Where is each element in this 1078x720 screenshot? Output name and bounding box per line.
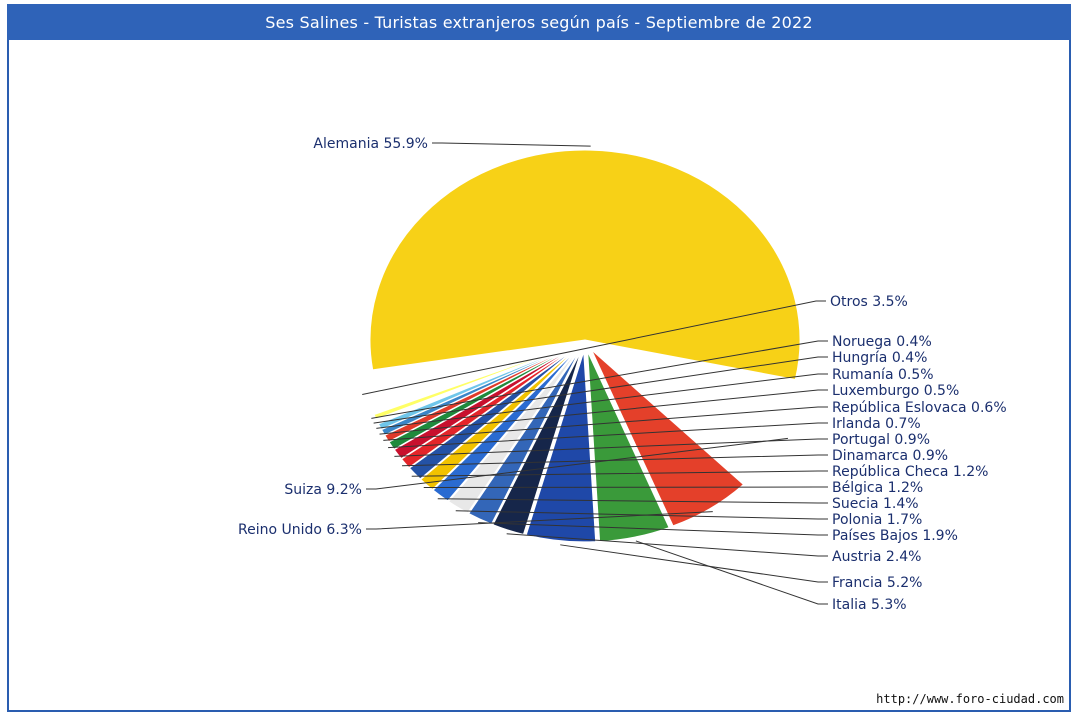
slice-label: Portugal 0.9% (832, 432, 930, 448)
slice-labels: Alemania 55.9% Otros 3.5% Noruega 0.4%Hung… (238, 136, 1007, 613)
slice-label: Irlanda 0.7% (832, 416, 921, 432)
source-credit: http://www.foro-ciudad.com (876, 692, 1064, 706)
slice-label: República Eslovaca 0.6% (832, 400, 1007, 416)
leader-line (366, 437, 788, 490)
leader-line (371, 340, 828, 419)
leader-line (506, 533, 828, 557)
leader-line (411, 470, 828, 477)
leader-line (455, 510, 828, 520)
leader-line (635, 540, 828, 605)
slice-label: Otros 3.5% (830, 294, 908, 310)
slice-república-checa (408, 347, 577, 480)
slice-label: Bélgica 1.2% (832, 480, 923, 496)
leader-line (379, 389, 828, 435)
leader-line (366, 511, 713, 530)
slice-label: Italia 5.3% (832, 597, 907, 613)
leader-line (437, 498, 828, 504)
slice-label: Noruega 0.4% (832, 334, 932, 350)
slice-suecia (432, 348, 578, 502)
leader-line (478, 522, 828, 536)
slice-dinamarca (400, 346, 576, 469)
leader-lines (362, 142, 828, 605)
slice-label: Francia 5.2% (832, 575, 922, 591)
slice-label: Alemania 55.9% (313, 136, 428, 152)
slice-label: República Checa 1.2% (832, 464, 988, 480)
slice-reino-unido (591, 349, 745, 527)
slice-label: Austria 2.4% (832, 549, 921, 565)
chart-title: Ses Salines - Turistas extranjeros según… (7, 4, 1071, 40)
leader-line (376, 373, 828, 429)
leader-line (560, 544, 828, 583)
slice-label: Suiza 9.2% (284, 482, 362, 498)
leader-line (402, 454, 828, 467)
pie-slices (360, 149, 807, 543)
slice-label: Reino Unido 6.3% (238, 522, 362, 538)
slice-bélgica (420, 348, 577, 491)
leader-line (394, 438, 828, 457)
slice-alemania (369, 149, 801, 381)
leader-line (373, 356, 828, 424)
slice-label: Polonia 1.7% (832, 512, 922, 528)
leader-line (432, 142, 591, 147)
slice-label: Luxemburgo 0.5% (832, 383, 959, 399)
slice-portugal (393, 346, 576, 460)
slice-irlanda (388, 345, 576, 450)
slice-polonia (447, 349, 579, 514)
leader-line (362, 300, 826, 395)
slice-label: Dinamarca 0.9% (832, 448, 948, 464)
leader-line (383, 406, 828, 441)
slice-países-bajos (468, 350, 580, 525)
slice-label: Hungría 0.4% (832, 350, 927, 366)
slice-label: Suecia 1.4% (832, 496, 919, 512)
slice-suiza (593, 344, 807, 481)
slice-austria (492, 351, 582, 535)
slice-label: Países Bajos 1.9% (832, 528, 958, 544)
slice-label: Rumanía 0.5% (832, 367, 934, 383)
leader-line (388, 422, 828, 449)
